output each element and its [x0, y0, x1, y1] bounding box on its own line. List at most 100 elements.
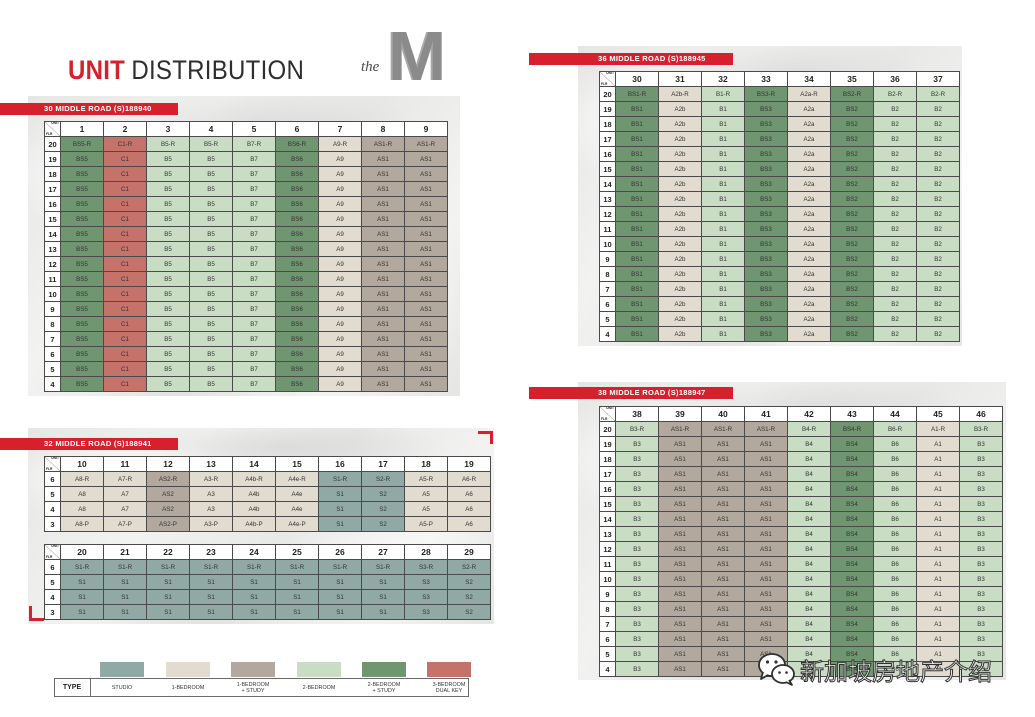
unit-cell: AS2-P — [147, 517, 189, 531]
column-header: 3 — [147, 122, 189, 136]
column-header: 24 — [233, 545, 275, 559]
column-header: 5 — [233, 122, 275, 136]
unit-cell: A4b-P — [233, 517, 275, 531]
unit-cell: A2b — [659, 282, 701, 296]
legend-label: 3-BEDROOM DUAL KEY — [432, 681, 466, 694]
unit-cell: C1-R — [104, 137, 146, 151]
floor-label: 6 — [45, 560, 60, 574]
unit-cell: B3 — [616, 452, 658, 466]
unit-cell: AS1 — [405, 167, 447, 181]
unit-cell: B7 — [233, 317, 275, 331]
corner-unit-label: UNIT — [51, 122, 59, 126]
column-header: 44 — [874, 407, 916, 421]
unit-cell: B2 — [874, 117, 916, 131]
unit-cell: B1 — [702, 177, 744, 191]
unit-cell: AS1 — [405, 347, 447, 361]
floor-label: 13 — [45, 242, 60, 256]
floor-label: 8 — [45, 317, 60, 331]
unit-cell: BS5 — [61, 197, 103, 211]
unit-cell: A7-P — [104, 517, 146, 531]
unit-cell: S2 — [448, 590, 490, 604]
unit-cell: B3 — [960, 527, 1002, 541]
unit-cell: A1 — [917, 632, 959, 646]
legend-label: STUDIO — [111, 684, 133, 691]
unit-cell: B7 — [233, 302, 275, 316]
unit-cell: S1 — [319, 575, 361, 589]
unit-cell: A1 — [917, 602, 959, 616]
unit-cell: S1 — [362, 575, 404, 589]
unit-cell: BS3 — [745, 297, 787, 311]
floor-label: 5 — [45, 575, 60, 589]
floor-label: 4 — [45, 590, 60, 604]
unit-cell: A2b — [659, 327, 701, 341]
unit-cell: A2b — [659, 237, 701, 251]
unit-cell: AS1 — [405, 362, 447, 376]
unit-cell: AS1 — [362, 362, 404, 376]
unit-cell: B3 — [960, 587, 1002, 601]
unit-cell: B5 — [190, 182, 232, 196]
unit-cell: B3-R — [960, 422, 1002, 436]
unit-cell: S2 — [362, 502, 404, 516]
unit-cell: B4 — [788, 497, 830, 511]
unit-cell: S1 — [233, 605, 275, 619]
unit-cell: A9 — [319, 362, 361, 376]
unit-cell: B3 — [960, 647, 1002, 661]
unit-cell: A6 — [448, 502, 490, 516]
unit-cell: B4 — [788, 512, 830, 526]
floor-label: 6 — [45, 472, 60, 486]
unit-cell: A2a — [788, 237, 830, 251]
unit-cell: BS2 — [831, 327, 873, 341]
unit-cell: B5 — [190, 377, 232, 391]
unit-cell: BS6 — [276, 227, 318, 241]
unit-cell: B5 — [147, 182, 189, 196]
unit-cell: AS1 — [659, 437, 701, 451]
floor-label: 17 — [600, 132, 615, 146]
unit-cell: AS1 — [745, 602, 787, 616]
unit-cell: AS1 — [745, 542, 787, 556]
unit-cell: B3 — [616, 497, 658, 511]
unit-cell: B5 — [147, 302, 189, 316]
unit-cell: A7 — [104, 487, 146, 501]
corner-cell: UNIT FLR — [45, 545, 60, 559]
unit-cell: B3 — [960, 467, 1002, 481]
unit-cell: B3 — [616, 647, 658, 661]
unit-cell: B4 — [788, 617, 830, 631]
unit-cell: A9 — [319, 167, 361, 181]
unit-cell: BS5-R — [61, 137, 103, 151]
unit-cell: B6 — [874, 437, 916, 451]
unit-cell: B7 — [233, 167, 275, 181]
floor-label: 14 — [600, 177, 615, 191]
unit-table: UNIT FLR 1 2 3 4 5 6 7 8 9 20 BS5-R C1-R B5-R B5-R B7-R B… — [44, 121, 448, 392]
unit-cell: B4 — [788, 587, 830, 601]
unit-cell: B3 — [616, 542, 658, 556]
unit-cell: B3 — [960, 512, 1002, 526]
unit-cell: AS1 — [745, 467, 787, 481]
unit-cell: A3 — [190, 502, 232, 516]
unit-cell: B2 — [917, 312, 959, 326]
unit-cell: AS1 — [702, 542, 744, 556]
unit-cell: B6 — [874, 467, 916, 481]
unit-cell: BS4 — [831, 437, 873, 451]
unit-cell: B2 — [917, 162, 959, 176]
floor-label: 11 — [600, 222, 615, 236]
unit-cell: AS1 — [745, 437, 787, 451]
unit-cell: AS1-R — [405, 137, 447, 151]
unit-cell: BS3 — [745, 282, 787, 296]
unit-cell: A2a — [788, 192, 830, 206]
legend-divider — [90, 678, 91, 697]
unit-cell: C1 — [104, 347, 146, 361]
unit-cell: B5 — [147, 167, 189, 181]
unit-cell: BS6 — [276, 362, 318, 376]
unit-cell: AS1 — [362, 287, 404, 301]
unit-cell: BS6 — [276, 197, 318, 211]
unit-cell: S1 — [319, 487, 361, 501]
unit-cell: A9 — [319, 242, 361, 256]
unit-cell: AS1 — [362, 197, 404, 211]
unit-cell: BS6 — [276, 242, 318, 256]
unit-cell: AS1-R — [745, 422, 787, 436]
unit-cell: B5 — [190, 257, 232, 271]
unit-cell: B3 — [960, 542, 1002, 556]
unit-cell: B6 — [874, 512, 916, 526]
unit-cell: B7 — [233, 332, 275, 346]
unit-cell: AS1 — [659, 497, 701, 511]
